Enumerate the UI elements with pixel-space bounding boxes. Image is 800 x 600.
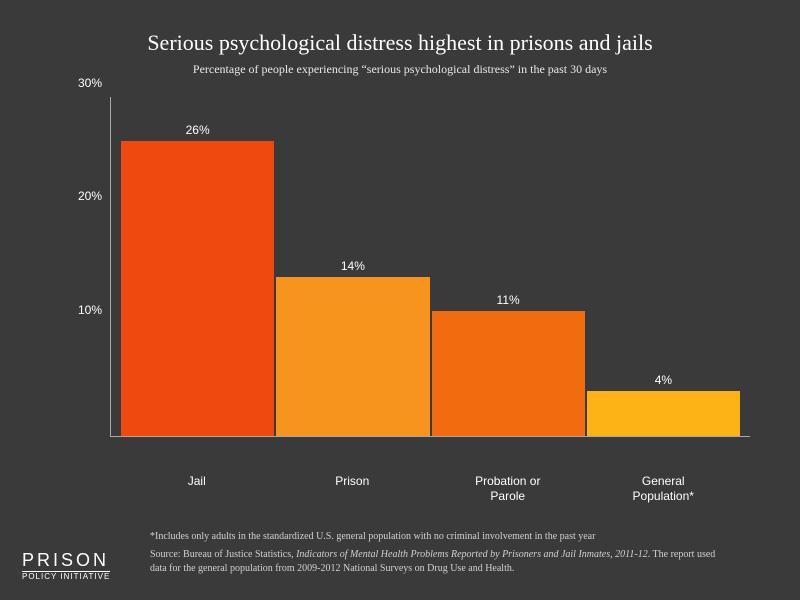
y-tick-label: 30% bbox=[78, 76, 102, 90]
bar-value-label: 26% bbox=[186, 123, 210, 137]
chart-area: 10%20%30% 26%14%11%4% bbox=[70, 97, 750, 466]
chart-container: Serious psychological distress highest i… bbox=[0, 0, 800, 600]
chart-subtitle: Percentage of people experiencing “serio… bbox=[50, 62, 750, 77]
source-text: Source: Bureau of Justice Statistics, In… bbox=[150, 548, 730, 576]
bar-group: 26% bbox=[121, 97, 274, 436]
y-axis: 10%20%30% bbox=[70, 97, 110, 437]
source-title: Indicators of Mental Health Problems Rep… bbox=[296, 549, 648, 560]
y-tick-label: 10% bbox=[78, 303, 102, 317]
bar-group: 11% bbox=[432, 97, 585, 436]
logo-top: PRISON bbox=[22, 553, 110, 568]
x-category-label: GeneralPopulation* bbox=[587, 466, 741, 505]
bar bbox=[121, 141, 274, 436]
footnotes: *Includes only adults in the standardize… bbox=[150, 530, 730, 580]
chart-plot: 26% 14% 11% 4% bbox=[110, 97, 750, 437]
x-category-label: Prison bbox=[276, 466, 430, 505]
source-prefix: Source: Bureau of Justice Statistics, bbox=[150, 549, 296, 560]
bar bbox=[276, 277, 429, 436]
page-title: Serious psychological distress highest i… bbox=[50, 30, 750, 56]
bar-value-label: 14% bbox=[341, 259, 365, 273]
bar-group: 14% bbox=[276, 97, 429, 436]
footnote-text: *Includes only adults in the standardize… bbox=[150, 530, 730, 544]
y-tick-label: 20% bbox=[78, 189, 102, 203]
bar-value-label: 11% bbox=[497, 293, 520, 307]
x-category-label: Jail bbox=[120, 466, 274, 505]
x-category-label: Probation orParole bbox=[431, 466, 585, 505]
bar-value-label: 4% bbox=[655, 373, 672, 387]
logo: PRISON POLICY INITIATIVE bbox=[22, 553, 110, 582]
bar bbox=[587, 391, 740, 436]
logo-bottom: POLICY INITIATIVE bbox=[22, 571, 110, 581]
bar bbox=[432, 311, 585, 436]
bar-group: 4% bbox=[587, 97, 740, 436]
x-axis-labels: JailPrisonProbation orParoleGeneralPopul… bbox=[110, 466, 750, 505]
